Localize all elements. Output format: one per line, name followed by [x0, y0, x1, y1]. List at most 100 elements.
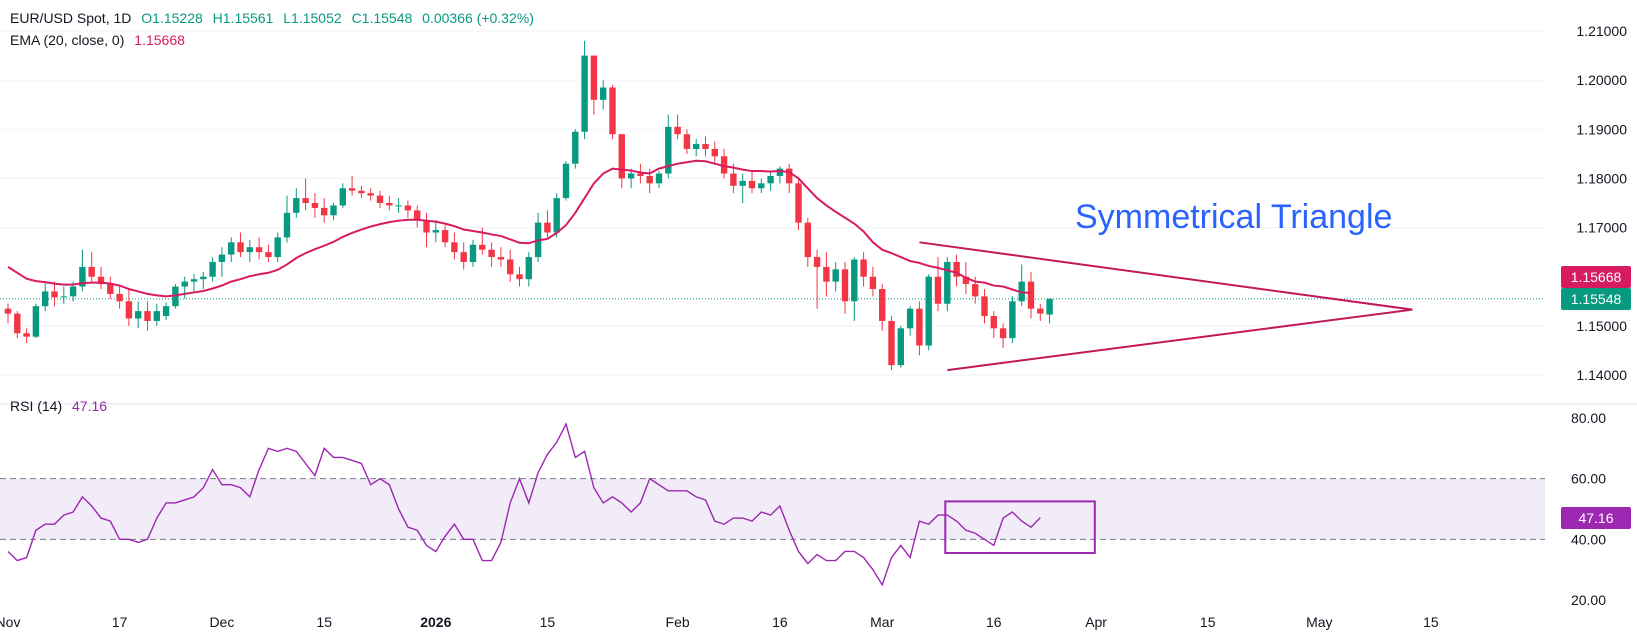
ohlc-high: H1.15561 — [212, 10, 274, 26]
symbol-legend[interactable]: EUR/USD Spot, 1D O1.15228 H1.15561 L1.15… — [10, 10, 540, 26]
candle — [711, 141, 718, 164]
candle-body — [209, 261, 216, 277]
candle-body — [107, 284, 114, 294]
candle-body — [200, 276, 207, 280]
candle-body — [581, 55, 588, 132]
rsi-legend-value: 47.16 — [72, 398, 108, 414]
candle-body — [488, 249, 495, 258]
candle-body — [981, 296, 988, 317]
ema-legend[interactable]: EMA (20, close, 0) 1.15668 — [10, 32, 191, 48]
ohlc-change: 0.00366 (+0.32%) — [422, 10, 534, 26]
candle-body — [125, 301, 133, 319]
candle — [627, 168, 635, 189]
candle — [218, 247, 226, 277]
candle — [767, 171, 774, 191]
candle-body — [693, 144, 700, 149]
candle-body — [116, 293, 123, 302]
candle — [97, 266, 105, 289]
candle-body — [804, 222, 811, 258]
candle — [237, 232, 244, 258]
price-axis[interactable]: 1.21000 1.20000 1.19000 1.18000 1.17000 1.150… — [1576, 23, 1627, 383]
candle — [507, 249, 514, 282]
price-tick: 1.14000 — [1576, 367, 1627, 383]
candle-body — [813, 257, 821, 267]
candle-body — [925, 276, 932, 346]
candle-body — [748, 180, 756, 189]
ema-price-tag: 1.15668 — [1561, 265, 1631, 288]
time-tick: Mar — [870, 614, 894, 630]
price-tick: 1.17000 — [1576, 220, 1627, 236]
triangle-lower-trendline[interactable] — [947, 308, 1413, 372]
ema-legend-label: EMA (20, close, 0) — [10, 32, 125, 48]
candle — [739, 173, 746, 203]
rsi-consolidation-box[interactable] — [944, 500, 1096, 554]
candle — [544, 210, 551, 238]
time-tick: Apr — [1085, 614, 1107, 630]
close-price-tag: 1.15548 — [1561, 287, 1631, 310]
candle-body — [786, 168, 793, 184]
candle-body — [293, 198, 300, 213]
price-tick: 1.15000 — [1576, 318, 1627, 334]
candle — [395, 198, 402, 213]
candle — [60, 286, 67, 304]
candle — [888, 316, 895, 371]
rsi-legend[interactable]: RSI (14) 47.16 — [10, 398, 113, 414]
ohlc-open: O1.15228 — [141, 10, 203, 26]
candle-body — [879, 289, 886, 321]
candle-body — [135, 311, 142, 319]
triangle-upper-trendline[interactable] — [919, 241, 1413, 311]
candle-body — [553, 198, 560, 233]
candle — [609, 85, 616, 140]
rsi-tick: 40.00 — [1571, 531, 1606, 547]
candle-body — [321, 207, 328, 216]
candle — [823, 252, 830, 297]
candle-body — [330, 205, 337, 216]
candle-body — [1037, 308, 1044, 314]
rsi-legend-label: RSI (14) — [10, 398, 63, 414]
candle-body — [962, 276, 970, 285]
candle-body — [432, 230, 439, 233]
candle-body — [525, 257, 532, 280]
time-tick: 2026 — [420, 614, 451, 630]
candle — [813, 249, 821, 309]
rsi-axis[interactable]: 80.00 60.00 40.00 20.00 — [1571, 410, 1606, 608]
time-tick: 15 — [1423, 614, 1439, 630]
candle — [255, 237, 263, 260]
candle-body — [999, 328, 1007, 339]
candle-body — [841, 269, 849, 302]
candle — [851, 257, 858, 321]
candles — [4, 40, 1053, 371]
candle — [786, 163, 793, 194]
candle-body — [237, 242, 244, 253]
candle — [302, 178, 309, 211]
candle-body — [451, 242, 458, 253]
candle — [534, 212, 542, 262]
candle-body — [395, 205, 402, 207]
time-axis[interactable]: Nov 17 Dec 15 2026 15 Feb 16 Mar 16 Apr 15 May 15 — [0, 614, 1439, 630]
candle-body — [441, 230, 449, 243]
candle-body — [479, 244, 486, 250]
candle-body — [516, 274, 523, 280]
candle — [283, 195, 291, 243]
candle-body — [646, 175, 653, 184]
candle — [451, 232, 458, 260]
rsi-tick: 20.00 — [1571, 592, 1606, 608]
candle-body — [144, 311, 151, 321]
candle — [51, 281, 58, 307]
candle — [14, 311, 21, 339]
candle-body — [860, 259, 867, 277]
candle — [655, 171, 663, 189]
candle — [144, 301, 151, 331]
grid — [0, 30, 1545, 540]
candle — [1009, 296, 1016, 344]
candle-body — [627, 173, 635, 179]
candle — [153, 303, 160, 326]
candle-body — [423, 220, 430, 233]
candle-body — [60, 296, 67, 298]
candle — [590, 55, 598, 115]
candle — [404, 200, 412, 218]
rsi-value-tag: 47.16 — [1561, 506, 1631, 529]
candle-body — [404, 205, 412, 211]
candle-body — [637, 173, 644, 176]
